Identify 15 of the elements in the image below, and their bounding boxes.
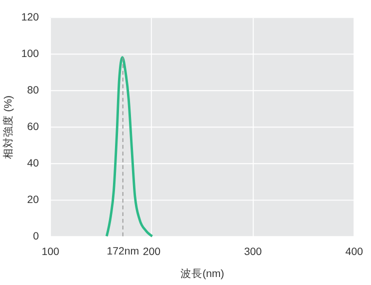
line-series: [105, 56, 154, 238]
x-tick-label: 300: [244, 246, 262, 258]
y-tick-label: 20: [27, 194, 40, 206]
y-tick-label: 80: [27, 84, 40, 96]
x-tick-label: 200: [142, 246, 161, 258]
ref-line-label: 172nm: [106, 245, 140, 258]
x-axis-title: 波長(nm): [180, 267, 224, 280]
y-tick-label: 0: [33, 230, 40, 243]
y-tick-label: 100: [21, 48, 40, 60]
y-axis-title: 相対強度 (%): [2, 95, 15, 159]
y-tick-label: 60: [27, 121, 40, 134]
x-tick-label: 400: [345, 246, 364, 258]
y-tick-label: 120: [21, 11, 40, 24]
x-tick-label: 100: [42, 246, 60, 258]
y-tick-label: 40: [27, 158, 40, 170]
